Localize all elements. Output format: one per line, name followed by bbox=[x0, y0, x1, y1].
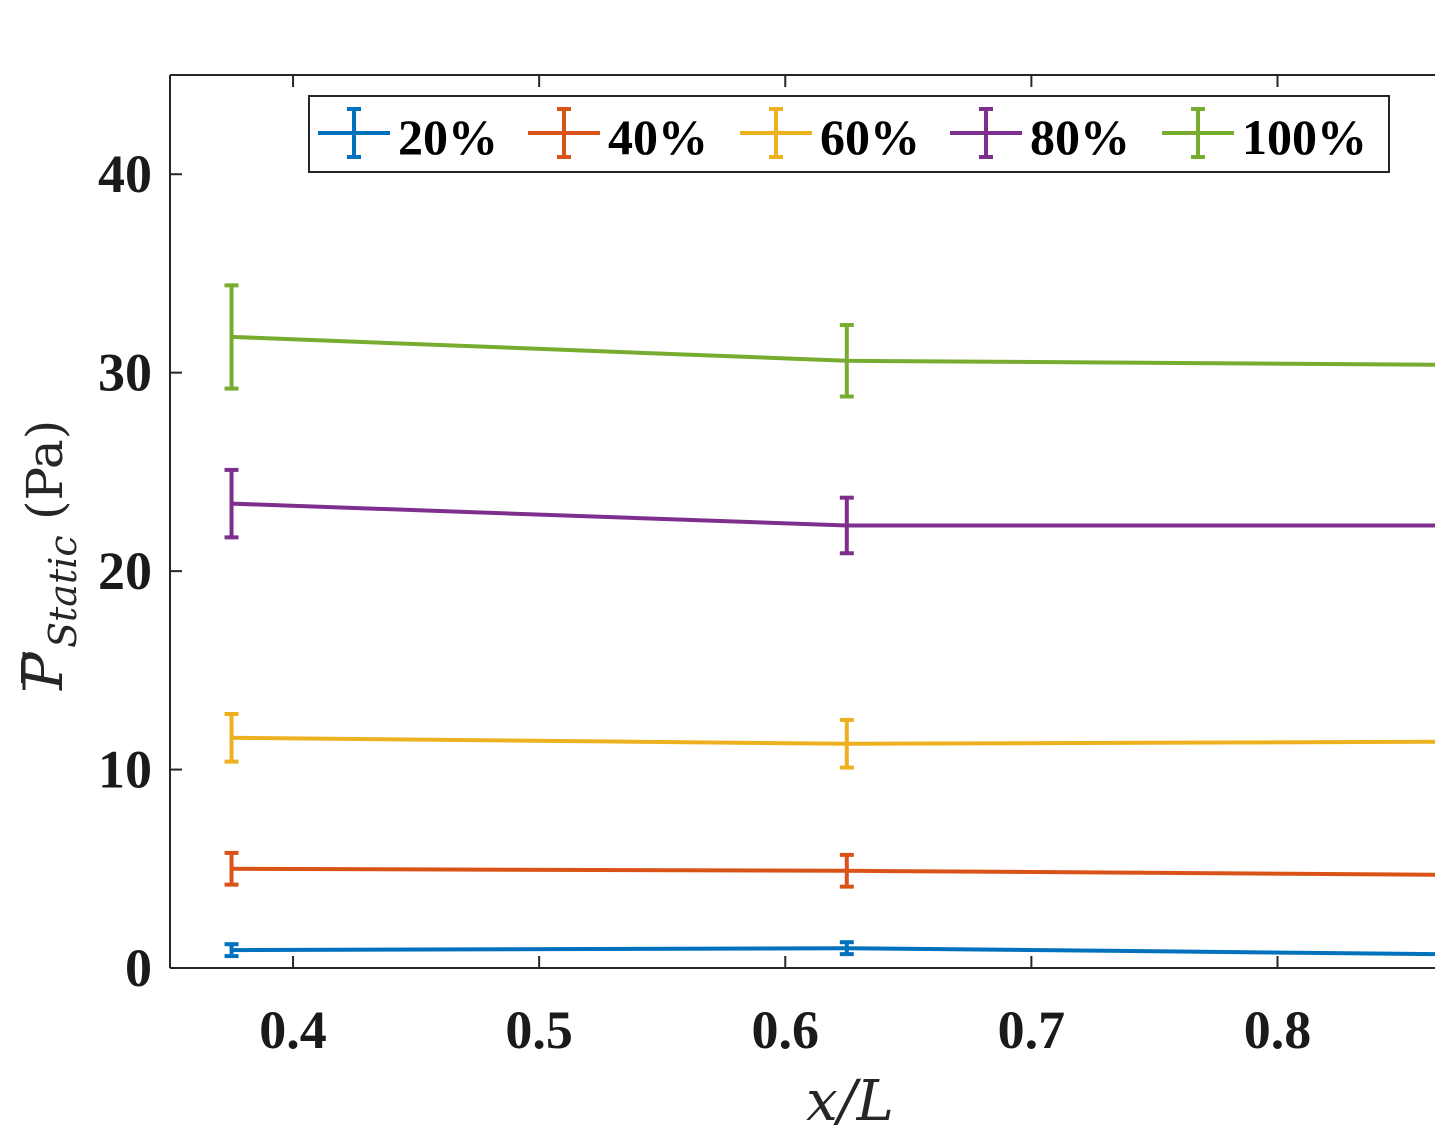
series-100pct bbox=[224, 283, 1435, 399]
series-line bbox=[231, 866, 1435, 877]
series-80pct bbox=[224, 467, 1435, 556]
legend-items: 20% 40% 60% 80% 100% bbox=[318, 107, 1367, 165]
series-line bbox=[231, 735, 1435, 746]
x-tick-label: 0.6 bbox=[752, 1000, 820, 1060]
y-axis-label: P Static (Pa) bbox=[11, 420, 85, 691]
legend-item: 100% bbox=[1162, 107, 1367, 165]
legend-item: 60% bbox=[740, 107, 920, 165]
series-line bbox=[231, 334, 1435, 367]
error-bar bbox=[839, 852, 854, 889]
error-bar bbox=[839, 940, 854, 957]
y-tick-label: 0 bbox=[125, 938, 152, 998]
error-bar bbox=[839, 495, 854, 556]
y-tick-label: 10 bbox=[98, 740, 152, 800]
legend-label: 20% bbox=[398, 109, 498, 165]
y-tick-label: 30 bbox=[98, 343, 152, 403]
series-60pct bbox=[224, 711, 1435, 770]
error-bar bbox=[224, 283, 239, 391]
legend: 20% 40% 60% 80% 100% bbox=[308, 95, 1390, 173]
x-tick-label: 0.7 bbox=[998, 1000, 1066, 1060]
error-bar bbox=[224, 467, 239, 540]
y-tick-label: 20 bbox=[98, 541, 152, 601]
y-axis-label-subscript: Static bbox=[41, 535, 85, 648]
legend-item: 40% bbox=[528, 107, 708, 165]
axes bbox=[169, 74, 1435, 969]
x-ticks: 0.4 0.5 0.6 0.7 0.8 bbox=[259, 75, 1311, 1060]
x-axis-label: x/L bbox=[806, 1069, 894, 1128]
error-bar bbox=[224, 942, 239, 959]
x-tick-label: 0.4 bbox=[259, 1000, 327, 1060]
legend-item: 80% bbox=[950, 107, 1130, 165]
error-bar bbox=[839, 717, 854, 770]
y-ticks: 0 10 20 30 40 bbox=[98, 144, 182, 998]
legend-label: 80% bbox=[1030, 109, 1130, 165]
x-tick-label: 0.8 bbox=[1244, 1000, 1312, 1060]
error-bar bbox=[224, 711, 239, 764]
series-line bbox=[231, 501, 1435, 528]
y-axis-label-symbol: P bbox=[11, 651, 76, 691]
y-axis-label-unit: (Pa) bbox=[16, 420, 74, 520]
legend-label: 40% bbox=[608, 109, 708, 165]
series-line bbox=[231, 946, 1435, 957]
error-bar bbox=[224, 850, 239, 887]
legend-item: 20% bbox=[318, 107, 498, 165]
error-bar bbox=[839, 323, 854, 399]
series-layer bbox=[224, 283, 1435, 959]
x-tick-label: 0.5 bbox=[505, 1000, 573, 1060]
series-20pct bbox=[224, 940, 1435, 959]
y-tick-label: 40 bbox=[98, 144, 152, 204]
legend-label: 60% bbox=[820, 109, 920, 165]
legend-label: 100% bbox=[1242, 109, 1367, 165]
series-40pct bbox=[224, 850, 1435, 889]
